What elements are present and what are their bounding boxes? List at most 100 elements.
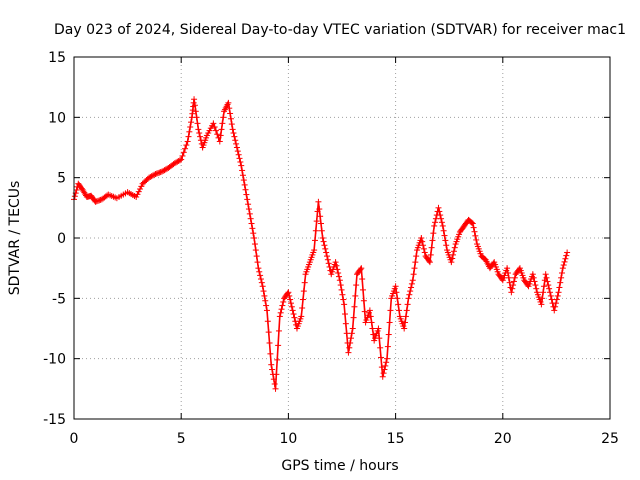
data-point [564,249,571,256]
data-point-interp [244,196,251,203]
data-point [233,144,240,151]
data-point-interp [220,114,227,121]
data-point-interp [317,213,324,220]
data-point-interp [277,309,284,316]
data-point-interp [193,114,200,121]
data-point-interp [258,279,265,286]
data-point [184,138,191,145]
data-point [405,295,412,302]
data-point-interp [367,313,374,320]
data-point-interp [421,249,428,256]
data-point-interp [174,158,181,165]
data-point-interp [561,258,568,265]
y-tick-label: 5 [57,171,66,187]
data-point-interp [412,259,419,266]
data-point-interp [230,130,237,137]
data-point-interp [263,302,270,309]
data-point-interp [324,256,331,263]
data-point [538,301,545,308]
data-point [158,168,165,175]
data-point-interp [185,133,192,140]
data-point-interp [219,120,226,127]
data-point [263,307,270,314]
data-point-interp [449,255,456,262]
data-point-interp [413,253,420,260]
data-point-interp [240,177,247,184]
data-point-interp [188,119,195,126]
data-point-interp [556,284,563,291]
data-point [289,307,296,314]
data-point-interp [350,314,357,321]
data-point-interp [382,362,389,369]
data-point [349,325,356,332]
data-point-interp [137,186,144,193]
data-point-interp [71,193,78,200]
data-point-interp [360,286,367,293]
data-point-interp [450,251,457,258]
data-point-interp [161,167,168,174]
data-point-interp [378,354,385,361]
data-point-interp [313,218,320,225]
data-point-interp [245,206,252,213]
data-point-interp [266,339,273,346]
data-point-interp [552,303,559,310]
data-point-interp [563,252,570,259]
data-point-interp [273,371,280,378]
data-point-interp [384,343,391,350]
data-point [225,99,232,106]
data-point-interp [504,269,511,276]
data-point-interp [138,183,145,190]
data-point [426,259,433,266]
data-point [555,289,562,296]
data-point-interp [323,249,330,256]
data-point-interp [383,359,390,366]
data-point-interp [135,188,142,195]
data-point-interp [543,274,550,281]
data-point [551,307,558,314]
data-point-interp [299,296,306,303]
data-point-interp [249,225,256,232]
data-point-interp [173,159,180,166]
data-point-interp [470,224,477,231]
data-point [379,373,386,380]
x-tick-label: 15 [387,431,405,447]
data-point-interp [197,133,204,140]
x-tick-label: 10 [279,431,297,447]
data-point-interp [252,247,259,254]
data-point-interp [232,137,239,144]
data-point-interp [552,300,559,307]
data-point [276,313,283,320]
series-line [73,99,568,389]
data-point-interp [334,266,341,273]
data-point-interp [340,296,347,303]
data-point-interp [352,292,359,299]
data-point-interp [558,269,565,276]
data-point-interp [342,320,349,327]
data-point-interp [432,215,439,222]
data-point-interp [318,227,325,234]
data-point-interp [539,295,546,302]
data-point [332,259,339,266]
data-point [319,235,326,241]
data-point-interp [468,219,475,226]
y-tick-label: 15 [48,50,66,66]
data-point-interp [320,238,327,245]
data-point-interp [176,157,183,164]
y-tick-label: 0 [57,231,66,247]
data-point-interp [234,148,241,155]
axis-layer: 0 5 10 15 20 25 -15 -10 -5 0 5 10 15 [43,50,619,447]
data-point-interp [265,329,272,336]
data-point-interp [404,301,411,308]
data-point-interp [376,335,383,342]
data-point [323,253,330,260]
data-point [508,289,515,296]
data-point-interp [530,274,537,281]
data-point-interp [540,289,547,296]
data-point-interp [426,257,433,264]
data-point-interp [261,292,268,299]
x-tick-label: 25 [601,431,619,447]
data-point-interp [410,271,417,278]
data-point-interp [546,285,553,292]
data-point-interp [440,227,447,234]
data-point-interp [393,289,400,296]
